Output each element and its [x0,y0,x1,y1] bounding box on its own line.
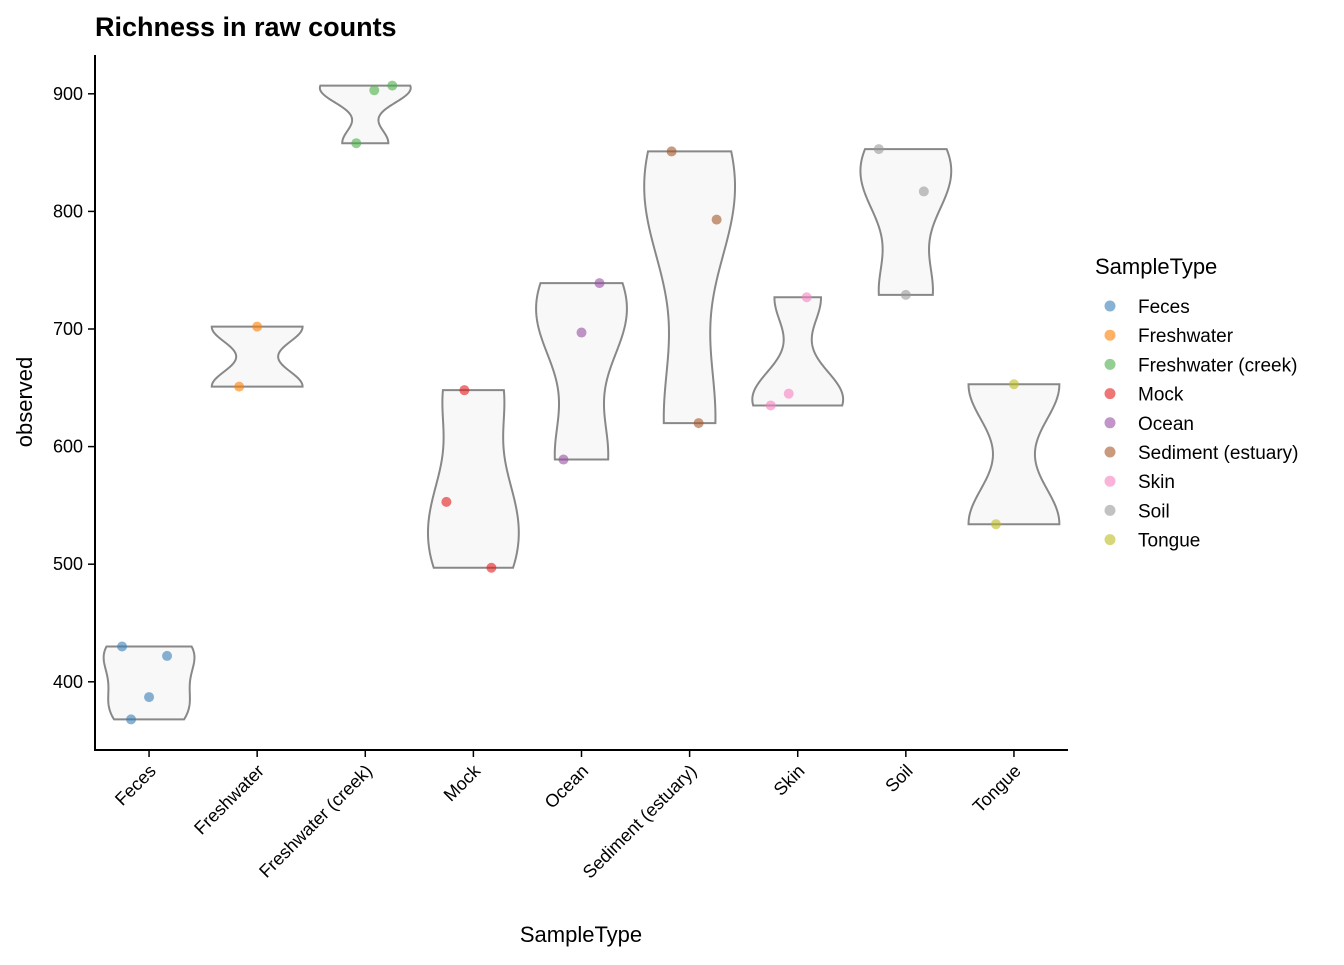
legend-label: Tongue [1138,531,1200,552]
point [144,692,155,703]
violin [318,84,412,145]
point [765,400,776,411]
x-tick-label: Tongue [969,761,1025,817]
point [594,278,605,289]
violin [535,282,628,461]
y-tick-label: 500 [53,554,83,574]
point [900,289,911,300]
legend-swatch [1104,329,1116,341]
violin [643,150,737,425]
y-tick-label: 400 [53,672,83,692]
y-tick-label: 700 [53,319,83,339]
point [369,85,380,96]
point [252,321,263,332]
legend-label: Ocean [1138,414,1194,435]
point [576,327,587,338]
legend-label: Sediment (estuary) [1138,443,1299,464]
legend-label: Mock [1138,385,1184,406]
violin [102,645,196,721]
point [711,214,722,225]
point [387,80,398,91]
legend-label: Soil [1138,501,1170,522]
violin [426,389,520,569]
point [441,496,452,507]
violin [751,296,845,407]
legend-label: Skin [1138,472,1175,493]
x-tick-label: Soil [881,761,916,796]
point [459,385,470,396]
point [351,138,362,149]
legend-swatch [1104,534,1116,546]
x-tick-label: Ocean [541,761,593,813]
legend-swatch [1104,446,1116,458]
legend-swatch [1104,475,1116,487]
legend-label: Freshwater (creek) [1138,355,1297,376]
point [126,714,137,725]
legend-title: SampleType [1095,254,1217,279]
x-axis-title: SampleType [520,922,642,947]
legend-label: Feces [1138,297,1190,318]
x-tick-label: Freshwater (creek) [255,761,376,882]
point [234,381,245,392]
point [783,388,794,399]
violin [210,325,304,388]
legend-label: Freshwater [1138,326,1234,347]
point [666,146,677,157]
violin [859,148,953,296]
chart-title: Richness in raw counts [95,12,397,42]
x-tick-label: Sediment (estuary) [579,761,701,883]
legend-swatch [1104,504,1116,516]
point [1008,379,1019,390]
legend-swatch [1104,300,1116,312]
point [918,186,929,197]
legend-swatch [1104,388,1116,400]
point [990,519,1001,530]
point [558,454,569,465]
legend-swatch [1104,358,1116,370]
x-tick-label: Mock [440,760,485,805]
x-tick-label: Skin [770,761,809,800]
y-tick-label: 900 [53,84,83,104]
point [162,650,173,661]
point [693,418,704,429]
y-tick-label: 800 [53,201,83,221]
legend-swatch [1104,417,1116,429]
x-tick-label: Freshwater [190,761,268,839]
x-tick-label: Feces [111,761,160,810]
point [486,562,497,573]
y-tick-label: 600 [53,437,83,457]
point [873,144,884,155]
violin [967,383,1061,526]
point [801,292,812,303]
point [117,641,128,652]
y-axis-title: observed [12,357,37,448]
